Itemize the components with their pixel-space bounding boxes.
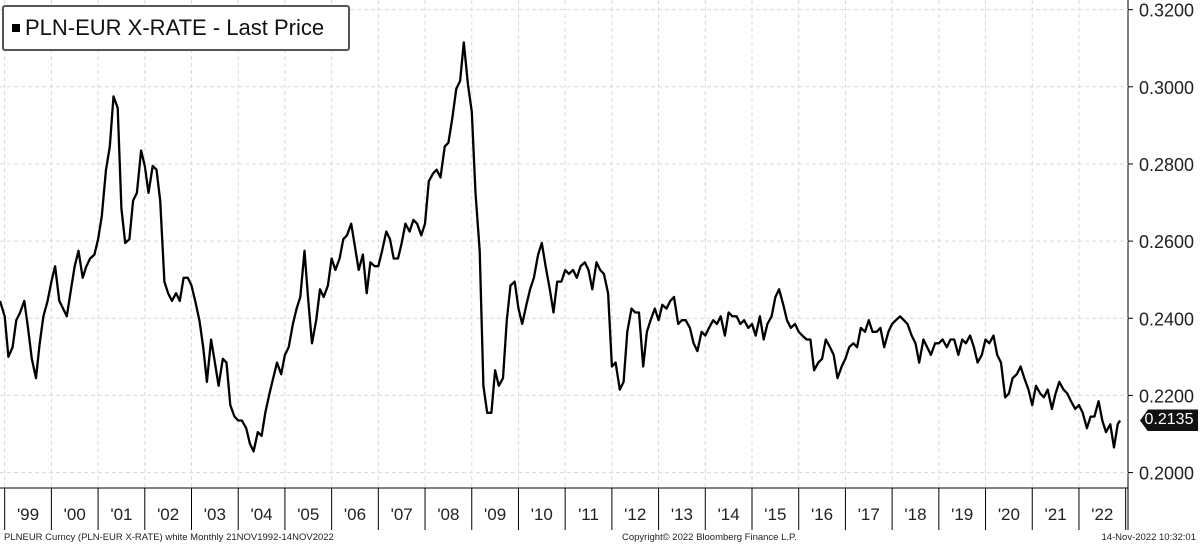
y-axis: 0.2000 0.2200 0.2400 0.2600 0.2800 0.3000 0.32… bbox=[1128, 1, 1194, 484]
x-tick-label: '16 bbox=[811, 505, 833, 524]
y-tick-label: 0.2600 bbox=[1139, 232, 1194, 252]
grid-lines bbox=[0, 0, 1129, 530]
y-tick-label: 0.2000 bbox=[1139, 464, 1194, 484]
x-tick-label: '22 bbox=[1091, 505, 1113, 524]
x-tick-label: '14 bbox=[718, 505, 740, 524]
x-tick-label: '09 bbox=[484, 505, 506, 524]
footer: PLNEUR Curncy (PLN-EUR X-RATE) white Mon… bbox=[0, 530, 1200, 546]
x-tick-label: '10 bbox=[531, 505, 553, 524]
x-tick-label: '01 bbox=[110, 505, 132, 524]
x-tick-label: '08 bbox=[437, 505, 459, 524]
y-tick-label: 0.2800 bbox=[1139, 155, 1194, 175]
x-tick-label: '00 bbox=[64, 505, 86, 524]
x-tick-label: '04 bbox=[250, 505, 272, 524]
footer-copyright: Copyright© 2022 Bloomberg Finance L.P. bbox=[622, 532, 797, 543]
y-tick-label: 0.2400 bbox=[1139, 309, 1194, 329]
x-tick-label: '13 bbox=[671, 505, 693, 524]
x-tick-label: '07 bbox=[391, 505, 413, 524]
x-tick-label: '03 bbox=[204, 505, 226, 524]
y-tick-label: 0.3200 bbox=[1139, 1, 1194, 21]
last-value-tag: 0.2135 bbox=[1140, 409, 1198, 432]
series-pln-eur bbox=[0, 41, 1122, 453]
footer-timestamp: 14-Nov-2022 10:32:01 bbox=[1101, 532, 1196, 543]
x-tick-label: '21 bbox=[1045, 505, 1067, 524]
x-tick-label: '02 bbox=[157, 505, 179, 524]
x-tick-label: '15 bbox=[764, 505, 786, 524]
x-tick-label: '20 bbox=[998, 505, 1020, 524]
x-tick-label: '18 bbox=[904, 505, 926, 524]
x-tick-label: '05 bbox=[297, 505, 319, 524]
x-tick-label: '12 bbox=[624, 505, 646, 524]
y-tick-label: 0.3000 bbox=[1139, 78, 1194, 98]
x-tick-label: '19 bbox=[951, 505, 973, 524]
y-tick-label: 0.2200 bbox=[1139, 386, 1194, 406]
footer-security-info: PLNEUR Curncy (PLN-EUR X-RATE) white Mon… bbox=[4, 532, 334, 543]
x-axis: '99 '00 '01 '02 '03 '04 '05 '06 '07 '08 '09 '10 '11 '… bbox=[4, 488, 1127, 530]
legend-swatch-icon bbox=[12, 24, 20, 32]
x-tick-label: '06 bbox=[344, 505, 366, 524]
x-tick-label: '99 bbox=[17, 505, 39, 524]
series-line bbox=[0, 41, 1122, 453]
legend-label: PLN-EUR X-RATE - Last Price bbox=[25, 15, 325, 40]
legend: PLN-EUR X-RATE - Last Price bbox=[2, 5, 350, 51]
x-tick-label: '17 bbox=[858, 505, 880, 524]
x-tick-label: '11 bbox=[578, 505, 599, 524]
